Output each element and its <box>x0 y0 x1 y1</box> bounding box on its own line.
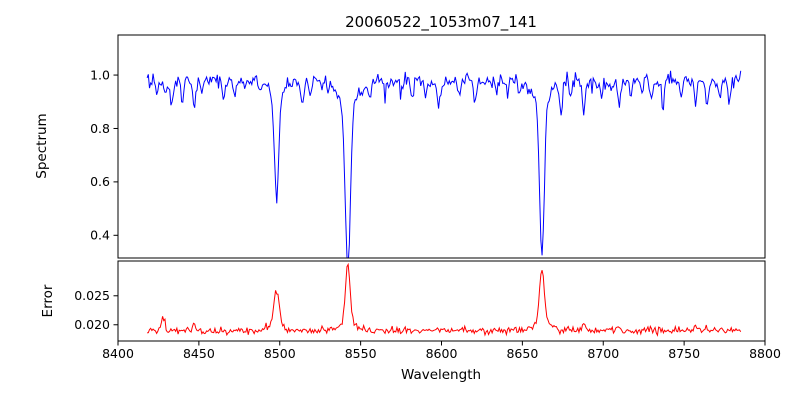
y-tick-label: 0.020 <box>74 317 110 332</box>
x-tick-label: 8650 <box>506 346 538 361</box>
y-axis-label-spectrum: Spectrum <box>34 113 50 178</box>
x-tick-label: 8800 <box>749 346 781 361</box>
x-tick-label: 8700 <box>587 346 619 361</box>
x-tick-label: 8450 <box>183 346 215 361</box>
spectrum-panel-frame <box>117 34 766 259</box>
x-tick-label: 8600 <box>426 346 458 361</box>
y-tick-label: 0.6 <box>90 174 110 189</box>
y-axis-label-error: Error <box>40 284 56 317</box>
y-tick-label: 1.0 <box>90 67 110 82</box>
y-tick-label: 0.4 <box>90 228 110 243</box>
x-tick-label: 8550 <box>345 346 377 361</box>
error-line <box>147 262 742 337</box>
generated-plot-elements: 0.4 0.6 0.8 1.0 0.020 0.025 8400 8450 8500 8550 86… <box>74 34 781 361</box>
x-tick-label: 8750 <box>668 346 700 361</box>
x-tick-label: 8400 <box>102 346 134 361</box>
y-tick-label: 0.8 <box>90 121 110 136</box>
chart-title: 20060522_1053m07_141 <box>345 13 537 32</box>
y-tick-label: 0.025 <box>74 288 110 303</box>
spectrum-line <box>146 70 742 258</box>
x-axis-label: Wavelength <box>401 367 481 383</box>
x-tick-label: 8500 <box>264 346 296 361</box>
